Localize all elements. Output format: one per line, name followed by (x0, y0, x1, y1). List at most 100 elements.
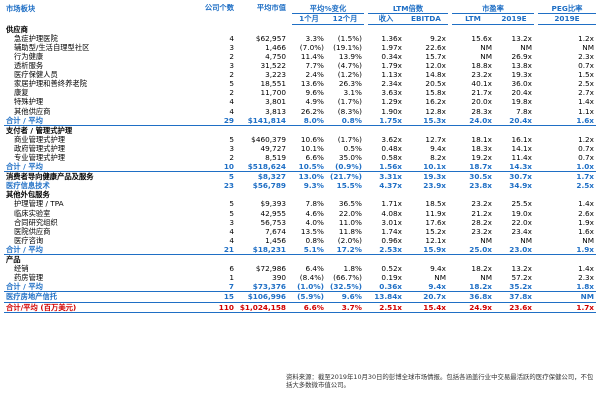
cell-n: 21 (178, 244, 236, 256)
sub-peg-2019e: 2019E (538, 13, 597, 26)
total-row: 合计 / 平均 7 $73,376 (1.0%) (32.5%) 0.36x 9.4x 18.… (4, 282, 597, 293)
cell-ebitda: 18.5x (425, 199, 446, 209)
cell-mcap: 49,727 (260, 143, 286, 153)
total-row: 合计 / 平均 10 $518,624 10.5% (0.9%) 1.56x 10.1x 18… (4, 162, 597, 173)
cell-peg: 1.4x (578, 264, 595, 274)
cell-m12: (4.7%) (337, 61, 362, 71)
cell-n: 7 (178, 282, 236, 293)
cell-m1: 2.4% (305, 70, 324, 80)
section-row: 支付者 / 管理式护理 (4, 125, 596, 135)
cell-e2019: NM (520, 42, 533, 52)
cell-e2019: 23.4x (511, 226, 533, 236)
cell-n: 5 (229, 199, 234, 209)
cell-ltm: 21.2x (471, 208, 492, 218)
column-gap (364, 162, 368, 173)
row-label: 家居护理和善终养老院 (14, 79, 87, 89)
cell-m12: 0.5% (343, 143, 362, 153)
cell-e2019: 11.4x (511, 153, 533, 162)
cell-peg: 1.9x (578, 217, 595, 227)
cell-rev: 1.75x (368, 115, 404, 126)
cell-rev: 2.34x (381, 79, 402, 89)
cell-ltm: 30.5x (469, 172, 492, 182)
cell-ebitda: 17.6x (425, 217, 446, 227)
cell-ebitda: 12.1x (425, 235, 446, 245)
row-label: 其他供应商 (14, 106, 51, 116)
header-row-2: 1个月 12个月 收入 EBITDA LTM 2019E 2019E (4, 13, 597, 26)
cell-ltm: 24.0x (452, 115, 494, 126)
cell-n: 4 (229, 106, 234, 116)
cell-rev: 0.52x (381, 264, 402, 274)
cell-peg: 2.3x (578, 273, 595, 283)
total-row: 合计 / 平均 29 $141,814 8.0% 0.8% 1.75x 15.3x 24.0x… (4, 115, 597, 126)
cell-ltm: NM (480, 273, 492, 283)
cell-n: 1 (229, 273, 234, 283)
column-gap (534, 301, 539, 313)
cell-e2019: 25.5x (511, 199, 533, 209)
sub-12m: 12个月 (326, 13, 364, 26)
cell-peg: 2.5x (578, 79, 595, 89)
cell-rev: 1.97x (381, 42, 402, 52)
cell-m1: 6.4% (305, 264, 324, 274)
cell-mcap: $72,986 (255, 264, 286, 274)
cell-m12: (1.7%) (337, 97, 362, 107)
cell-mcap: 4,750 (265, 51, 286, 61)
cell-mcap: 1,466 (265, 42, 286, 52)
cell-rev: 1.56x (368, 162, 404, 173)
cell-rev: 3.01x (381, 217, 402, 227)
cell-e2019: 20.4x (511, 88, 533, 98)
cell-m12: 17.2% (326, 244, 364, 256)
cell-e2019: 14.1x (511, 143, 533, 153)
cell-n: 2 (229, 88, 234, 98)
cell-ebitda: 10.1x (404, 162, 448, 173)
table-row: 医疗咨询 4 1,456 0.8% (2.0%) 0.96x 12.1x NM NM NM (4, 236, 596, 245)
cell-ltm: 21.7x (471, 88, 492, 98)
cell-ltm: 36.8x (469, 292, 492, 302)
cell-m12: (66.7%) (333, 273, 362, 283)
cell-ebitda: 15.8x (425, 88, 446, 98)
cell-m1: 9.6% (305, 88, 324, 98)
cell-e2019: 19.0x (511, 208, 533, 218)
table-row: 合同研究组织 3 56,753 4.0% 11.0% 3.01x 17.6x 28.2x 22.… (4, 218, 596, 227)
cell-e2019: 7.8x (516, 106, 533, 116)
cell-ebitda: 23.9x (423, 181, 446, 191)
cell-ltm: 28.2x (471, 217, 492, 227)
cell-ebitda: 22.6x (425, 42, 446, 52)
cell-ltm: 15.6x (471, 33, 492, 43)
row-label: 供应商 (6, 24, 28, 34)
cell-mcap: $518,624 (236, 162, 288, 173)
table-row: 辅助型/生活自理型社区 3 1,466 (7.0%) (19.1%) 1.97x 22.6x… (4, 43, 596, 52)
cell-e2019: 57.2x (511, 273, 533, 283)
cell-m12: 11.8% (338, 226, 362, 236)
column-gap (534, 115, 539, 126)
cell-rev: 1.90x (381, 106, 402, 116)
cell-mcap: $9,393 (260, 199, 286, 209)
cell-rev: 3.31x (379, 172, 402, 182)
cell-ebitda: 19.3x (423, 172, 446, 182)
column-gap (288, 301, 292, 313)
cell-peg: 0.7x (578, 61, 595, 71)
row-label: 合同研究组织 (14, 217, 58, 227)
sub-ebitda: EBITDA (404, 13, 448, 26)
cell-n: 5 (228, 172, 234, 182)
cell-m12: (19.1%) (333, 42, 362, 52)
total-row: 合计 / 平均 21 $18,231 5.1% 17.2% 2.53x 15.9x 25.0x… (4, 244, 597, 256)
table-row: 其他供应商 4 3,813 26.2% (8.3%) 1.90x 12.8x 28.3x 7.8… (4, 107, 596, 116)
cell-mcap: 390 (272, 273, 286, 283)
cell-mcap: $460,379 (251, 134, 286, 144)
column-gap (534, 244, 539, 256)
cell-n: 6 (229, 264, 234, 274)
column-gap (288, 282, 292, 293)
cell-m1: 4.6% (305, 208, 324, 218)
cell-rev: 0.19x (381, 273, 402, 283)
cell-n: 5 (229, 79, 234, 89)
cell-m1: 3.3% (305, 33, 324, 43)
cell-m12: 35.0% (338, 153, 362, 162)
cell-ltm: 23.2x (471, 70, 492, 80)
cell-e2019: 16.1x (511, 134, 533, 144)
row-label: 合计/平均 (百万美元) (4, 301, 178, 313)
cell-peg: 2.5x (576, 181, 595, 191)
cell-rev: 1.74x (381, 226, 402, 236)
table-row: 急症护理医院 4 $62,957 3.3% (1.5%) 1.36x 9.2x 15.6x 13… (4, 34, 596, 43)
cell-m12: (1.7%) (337, 134, 362, 144)
cell-mcap: 3,813 (265, 106, 286, 116)
